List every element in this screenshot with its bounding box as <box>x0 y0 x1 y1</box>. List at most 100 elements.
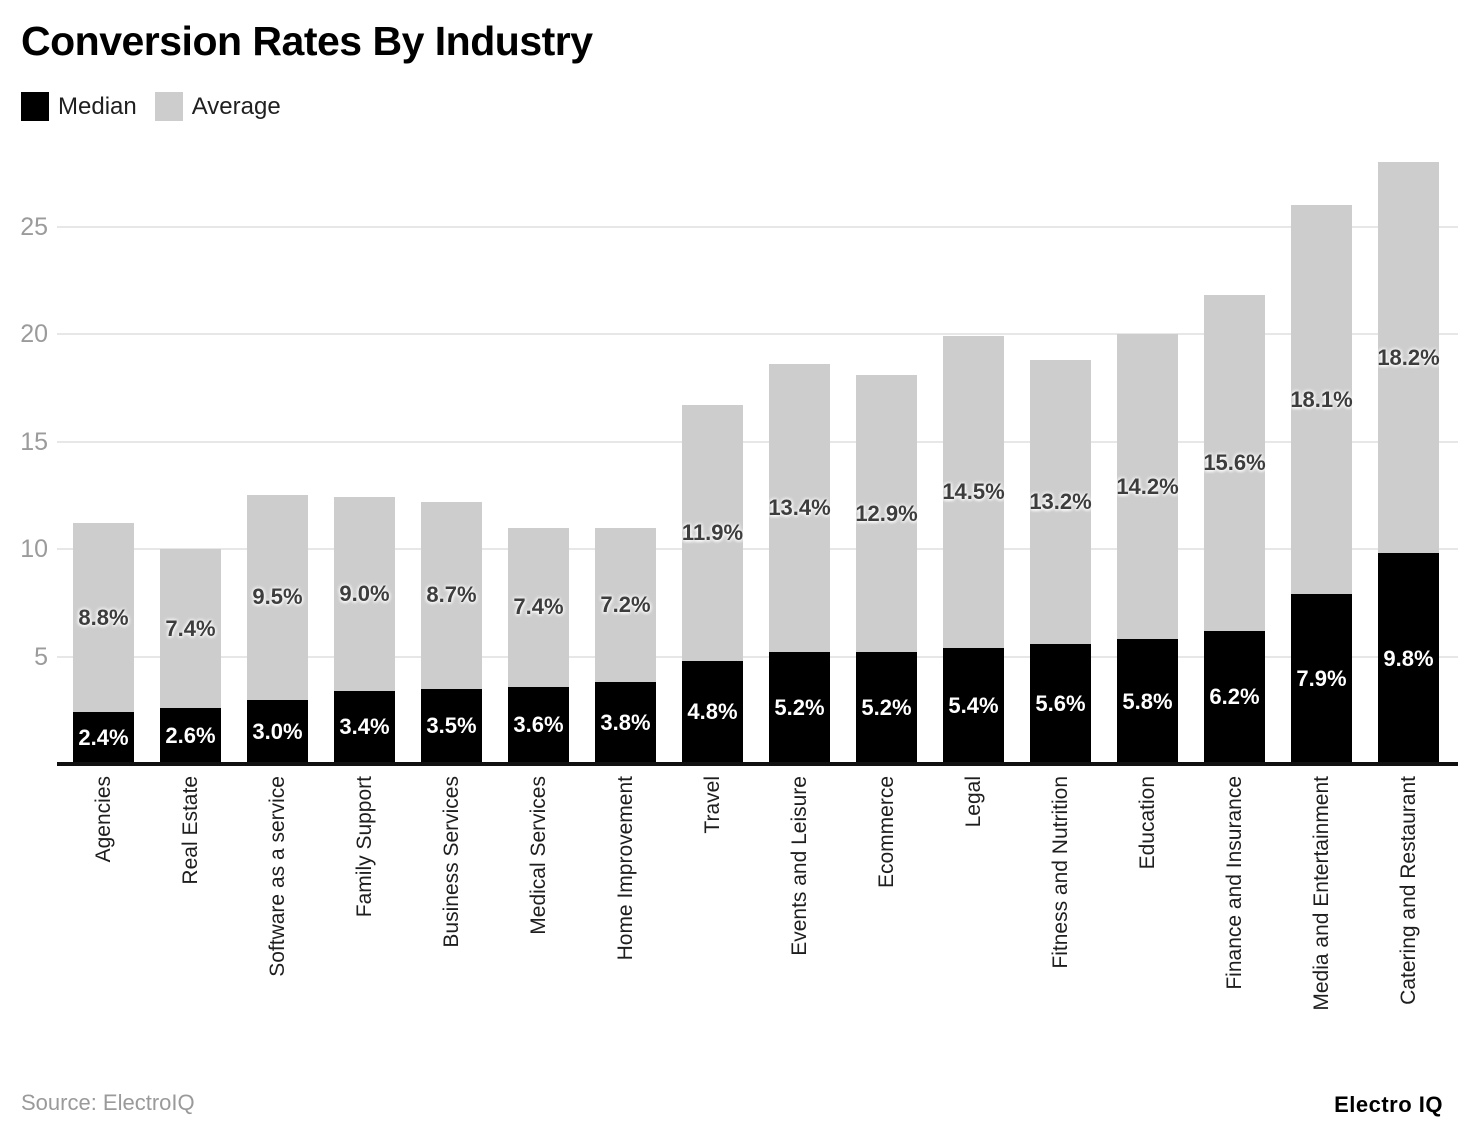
x-axis-label: Catering and Restaurant <box>1396 776 1420 1005</box>
median-value-label: 4.8% <box>687 699 738 725</box>
x-axis-label: Family Support <box>352 776 376 918</box>
x-axis-label: Agencies <box>91 776 115 863</box>
bar-segment-average: 12.9% <box>855 374 918 653</box>
average-value-label: 15.6% <box>1203 449 1266 475</box>
gridline <box>57 333 1458 335</box>
bar-segment-average: 7.4% <box>508 527 569 687</box>
gridline <box>57 440 1458 443</box>
bar-segment-average: 13.2% <box>1029 359 1092 644</box>
bar-segment-average: 7.4% <box>160 549 221 709</box>
median-value-label: 3.5% <box>426 713 477 739</box>
y-tick-label: 15 <box>20 427 48 456</box>
gridline <box>57 225 1458 228</box>
average-value-label: 9.0% <box>339 581 390 607</box>
average-swatch-icon <box>154 92 183 121</box>
median-value-label: 5.2% <box>861 695 912 721</box>
gridline <box>57 655 1458 658</box>
average-value-label: 18.1% <box>1290 386 1353 412</box>
brand-logo: Electro IQ <box>1334 1092 1443 1117</box>
x-axis-label: Real Estate <box>178 776 202 885</box>
x-axis-label: Home Improvement <box>613 776 637 961</box>
x-axis-label: Events and Leisure <box>787 776 811 956</box>
median-value-label: 3.8% <box>600 710 651 736</box>
median-value-label: 5.4% <box>948 692 999 718</box>
bar-segment-median: 3.6% <box>508 686 569 764</box>
average-value-label: 7.4% <box>513 594 564 620</box>
average-value-label: 14.5% <box>942 479 1005 505</box>
legend-item-median: Median <box>21 92 137 121</box>
average-value-label: 18.2% <box>1377 344 1440 370</box>
x-axis-baseline <box>57 762 1458 766</box>
bar-segment-average: 18.1% <box>1290 205 1353 595</box>
x-axis-label: Travel <box>700 776 724 834</box>
median-swatch-icon <box>21 92 49 121</box>
bar-segment-average: 9.0% <box>334 497 395 691</box>
bar-segment-average: 9.5% <box>247 495 308 700</box>
average-value-label: 14.2% <box>1116 473 1179 499</box>
average-value-label: 13.4% <box>768 495 831 521</box>
bar-segment-median: 5.4% <box>943 647 1004 764</box>
median-value-label: 5.2% <box>774 695 825 721</box>
bar-segment-average: 18.2% <box>1377 162 1440 554</box>
x-axis-label: Media and Entertainment <box>1309 776 1333 1011</box>
median-value-label: 3.0% <box>252 718 303 744</box>
x-axis-label: Fitness and Nutrition <box>1048 776 1072 969</box>
bar-segment-median: 2.6% <box>160 708 221 764</box>
bar-segment-average: 7.2% <box>595 527 656 683</box>
bar-segment-median: 5.6% <box>1030 643 1091 764</box>
average-value-label: 9.5% <box>252 584 303 610</box>
median-value-label: 2.6% <box>165 723 216 749</box>
bar-segment-median: 3.8% <box>595 682 656 764</box>
x-axis-label: Education <box>1135 776 1159 870</box>
bar-segment-average: 8.7% <box>421 501 482 689</box>
x-axis-label: Finance and Insurance <box>1222 776 1246 990</box>
bar-segment-average: 14.5% <box>942 336 1005 648</box>
bar-segment-average: 15.6% <box>1203 295 1266 631</box>
median-value-label: 5.8% <box>1122 688 1173 714</box>
average-value-label: 7.2% <box>600 591 651 617</box>
y-tick-label: 20 <box>20 320 48 348</box>
median-value-label: 6.2% <box>1209 684 1260 710</box>
bar-segment-median: 4.8% <box>682 660 743 764</box>
bar-segment-median: 5.2% <box>769 652 830 764</box>
bar-segment-average: 11.9% <box>681 404 744 661</box>
average-value-label: 11.9% <box>681 519 744 545</box>
x-axis-label: Ecommerce <box>874 776 898 889</box>
bar-segment-median: 5.2% <box>856 652 917 764</box>
bar-segment-median: 3.5% <box>421 688 482 764</box>
page-title: Conversion Rates By Industry <box>21 18 593 64</box>
x-axis-label: Business Services <box>439 776 463 948</box>
x-axis-label: Software as a service <box>265 776 289 977</box>
x-axis-label: Medical Services <box>526 776 550 935</box>
y-tick-label: 10 <box>20 535 48 563</box>
legend-label-average: Average <box>191 92 281 120</box>
bar-segment-median: 5.8% <box>1117 639 1178 764</box>
bar-segment-median: 3.0% <box>247 699 308 764</box>
legend-label-median: Median <box>58 92 137 120</box>
source-text: Source: ElectroIQ <box>21 1090 195 1115</box>
average-value-label: 8.7% <box>426 582 477 608</box>
bar-segment-median: 7.9% <box>1291 594 1352 764</box>
median-value-label: 3.6% <box>513 712 564 738</box>
bar-segment-average: 14.2% <box>1116 334 1179 640</box>
median-value-label: 9.8% <box>1383 645 1434 671</box>
average-value-label: 7.4% <box>165 615 216 641</box>
y-tick-label: 25 <box>20 212 48 241</box>
y-tick-label: 5 <box>34 642 48 671</box>
bar-segment-average: 8.8% <box>73 523 134 713</box>
bar-segment-median: 3.4% <box>334 690 395 764</box>
median-value-label: 7.9% <box>1296 666 1347 692</box>
legend: Median Average <box>21 92 281 121</box>
legend-item-average: Average <box>154 92 281 121</box>
bar-segment-median: 6.2% <box>1204 630 1265 764</box>
bar-segment-median: 2.4% <box>73 712 134 764</box>
average-value-label: 8.8% <box>78 604 129 630</box>
bar-segment-median: 9.8% <box>1378 553 1439 764</box>
median-value-label: 5.6% <box>1035 690 1086 716</box>
gridline <box>57 548 1458 550</box>
median-value-label: 3.4% <box>339 714 390 740</box>
average-value-label: 12.9% <box>855 500 918 526</box>
average-value-label: 13.2% <box>1029 488 1092 514</box>
bar-segment-average: 13.4% <box>768 364 831 653</box>
